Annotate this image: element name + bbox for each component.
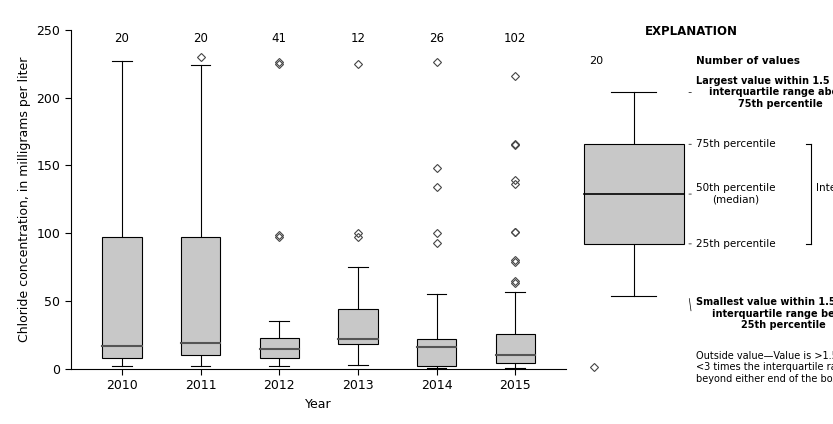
Y-axis label: Chloride concentration, in milligrams per liter: Chloride concentration, in milligrams pe… xyxy=(18,56,31,342)
Text: Smallest value within 1.5 times
interquartile range below
25th percentile: Smallest value within 1.5 times interqua… xyxy=(696,297,833,330)
Bar xyxy=(260,338,299,358)
Text: 20: 20 xyxy=(589,56,603,66)
Bar xyxy=(338,309,377,344)
Text: 20: 20 xyxy=(114,32,129,45)
Text: Largest value within 1.5 times
interquartile range above
75th percentile: Largest value within 1.5 times interquar… xyxy=(696,76,833,109)
Text: Interquartile
range: Interquartile range xyxy=(816,183,833,205)
Bar xyxy=(496,334,535,363)
Text: EXPLANATION: EXPLANATION xyxy=(645,25,738,38)
Bar xyxy=(584,144,684,244)
Bar xyxy=(181,237,220,355)
Text: 102: 102 xyxy=(504,32,526,45)
Text: Number of values: Number of values xyxy=(696,56,801,66)
Text: 50th percentile
(median): 50th percentile (median) xyxy=(696,183,776,205)
Bar xyxy=(102,237,142,358)
Text: 25th percentile: 25th percentile xyxy=(696,239,776,249)
X-axis label: Year: Year xyxy=(306,398,332,411)
Text: 12: 12 xyxy=(351,32,366,45)
Bar xyxy=(417,339,456,366)
Text: 75th percentile: 75th percentile xyxy=(696,139,776,149)
Text: 26: 26 xyxy=(429,32,444,45)
Text: 41: 41 xyxy=(272,32,287,45)
Text: Outside value—Value is >1.5 and
<3 times the interquartile range
beyond either e: Outside value—Value is >1.5 and <3 times… xyxy=(696,351,833,384)
Text: 20: 20 xyxy=(193,32,208,45)
